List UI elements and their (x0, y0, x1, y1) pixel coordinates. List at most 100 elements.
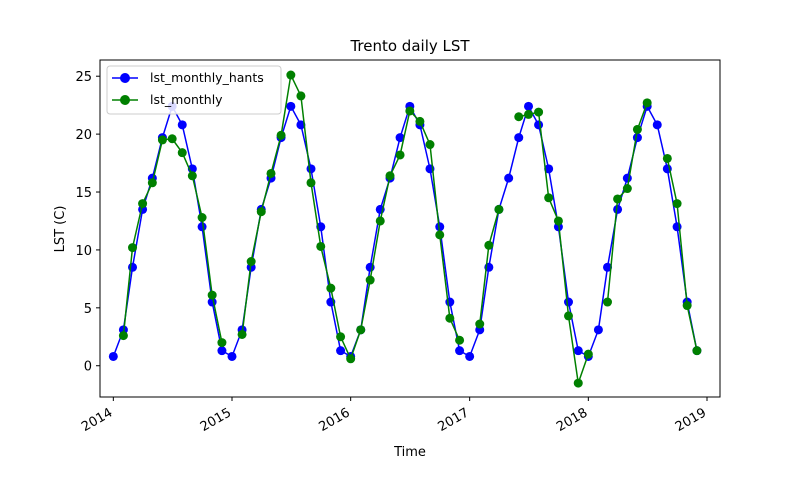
data-point-lst-monthly (475, 319, 485, 329)
data-point-lst-monthly-hants (286, 101, 296, 111)
data-point-lst-monthly (326, 283, 336, 293)
data-point-lst-monthly-hants (534, 120, 544, 130)
data-point-lst-monthly (672, 199, 682, 209)
data-point-lst-monthly-hants (514, 133, 524, 143)
data-point-lst-monthly-hants (306, 164, 316, 174)
data-point-lst-monthly (534, 107, 544, 117)
data-point-lst-monthly (573, 378, 583, 388)
data-point-lst-monthly (266, 168, 276, 178)
y-tick-label: 0 (84, 360, 92, 375)
data-point-lst-monthly (385, 171, 395, 181)
data-point-lst-monthly (306, 178, 316, 188)
data-point-lst-monthly (682, 301, 692, 311)
legend-marker-monthly (120, 95, 130, 105)
data-point-lst-monthly-hants (128, 262, 138, 272)
data-point-lst-monthly (662, 153, 672, 163)
series-line-lst-monthly (122, 72, 698, 384)
chart-title: Trento daily LST (349, 37, 470, 55)
data-point-lst-monthly (128, 243, 138, 253)
data-point-lst-monthly-hants (395, 133, 405, 143)
legend-box (106, 65, 282, 115)
legend-label-hants: lst_monthly_hants (150, 70, 264, 85)
data-point-lst-monthly (356, 325, 366, 335)
data-point-lst-monthly (425, 140, 435, 150)
data-point-lst-monthly (336, 332, 346, 342)
data-point-lst-monthly (642, 98, 652, 108)
data-point-lst-monthly (296, 91, 306, 101)
data-point-lst-monthly-hants (622, 173, 632, 183)
data-point-lst-monthly (405, 106, 415, 116)
data-point-lst-monthly-hants (593, 325, 603, 335)
data-point-lst-monthly (217, 338, 227, 348)
data-point-lst-monthly (395, 150, 405, 160)
data-point-lst-monthly (118, 331, 128, 341)
data-point-lst-monthly (524, 109, 534, 119)
y-tick-label: 5 (84, 302, 92, 317)
x-tick-label: 2014 (79, 405, 115, 435)
data-point-lst-monthly (177, 148, 187, 158)
data-point-lst-monthly-hants (445, 297, 455, 307)
data-point-lst-monthly (346, 354, 356, 364)
plot-area (108, 70, 702, 388)
data-point-lst-monthly (375, 216, 385, 226)
data-point-lst-monthly (544, 193, 554, 203)
x-tick-label: 2015 (198, 405, 234, 435)
data-point-lst-monthly (207, 290, 217, 300)
x-axis: 2014 2015 2016 2017 2018 2019 (79, 397, 709, 435)
data-point-lst-monthly-hants (504, 173, 514, 183)
data-point-lst-monthly (365, 275, 375, 285)
x-tick-label: 2017 (435, 405, 471, 435)
legend-marker-hants (120, 73, 130, 83)
data-point-lst-monthly (138, 199, 148, 209)
data-point-lst-monthly (484, 240, 494, 250)
y-axis: 0 5 10 15 20 25 (75, 70, 100, 375)
data-point-lst-monthly (147, 178, 157, 188)
data-point-lst-monthly-hants (296, 120, 306, 130)
data-point-lst-monthly-hants (435, 222, 445, 232)
y-tick-label: 10 (75, 244, 92, 259)
data-point-lst-monthly (286, 70, 296, 80)
y-tick-label: 15 (75, 186, 92, 201)
data-point-lst-monthly-hants (336, 346, 346, 356)
data-point-lst-monthly (237, 329, 247, 339)
data-point-lst-monthly (197, 213, 207, 222)
data-point-lst-monthly-hants (217, 346, 227, 356)
data-point-lst-monthly (246, 257, 256, 267)
y-axis-label: LST (C) (53, 206, 68, 253)
data-point-lst-monthly (603, 297, 613, 307)
data-point-lst-monthly (632, 124, 642, 134)
data-point-lst-monthly (187, 171, 197, 181)
data-point-lst-monthly-hants (197, 222, 207, 232)
data-point-lst-monthly-hants (652, 120, 662, 130)
data-point-lst-monthly (553, 216, 563, 226)
data-point-lst-monthly-hants (564, 297, 573, 307)
data-point-lst-monthly-hants (177, 120, 187, 130)
series-line-lst-monthly-hants (112, 104, 698, 358)
axes-frame (99, 59, 721, 398)
x-axis-label: Time (393, 445, 426, 460)
x-tick-label: 2018 (554, 405, 590, 435)
data-point-lst-monthly-hants (632, 133, 642, 143)
data-point-lst-monthly (613, 194, 623, 204)
data-point-lst-monthly (494, 204, 504, 214)
data-point-lst-monthly-hants (465, 351, 475, 361)
data-point-lst-monthly-hants (544, 164, 554, 174)
data-point-lst-monthly-hants (108, 351, 118, 361)
data-point-lst-monthly (415, 116, 425, 126)
legend-label-monthly: lst_monthly (150, 92, 223, 107)
data-point-lst-monthly (445, 313, 455, 323)
legend: lst_monthly_hants lst_monthly (106, 65, 282, 115)
data-point-lst-monthly (514, 112, 524, 122)
data-point-lst-monthly (455, 335, 465, 345)
data-point-lst-monthly (622, 184, 632, 194)
data-point-lst-monthly (583, 349, 593, 359)
data-point-lst-monthly-hants (603, 262, 613, 272)
data-point-lst-monthly-hants (455, 346, 465, 356)
x-tick-label: 2019 (673, 405, 709, 435)
data-point-lst-monthly-hants (524, 101, 534, 111)
data-point-lst-monthly (316, 241, 326, 251)
data-point-lst-monthly (256, 207, 266, 217)
data-point-lst-monthly (435, 230, 445, 240)
y-tick-label: 20 (75, 128, 92, 143)
